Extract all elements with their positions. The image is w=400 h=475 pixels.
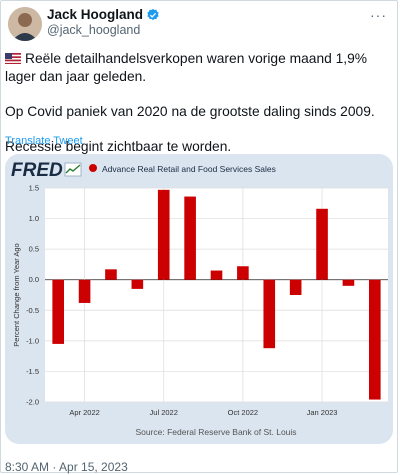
verified-badge-icon — [147, 8, 159, 20]
author-name[interactable]: Jack Hoogland — [47, 7, 144, 22]
bar-2022-04 — [78, 279, 91, 303]
bar-2023-02 — [342, 279, 355, 286]
y-tick-label: 1.0 — [29, 214, 39, 223]
tweet-paragraph-3: Recessie begint zichtbaar te worden. — [5, 139, 232, 154]
y-axis-label: Percent Change from Year Ago — [12, 243, 21, 346]
y-tick-label: -1.5 — [26, 367, 39, 376]
tweet-timestamp[interactable]: 8:30 AM · Apr 15, 2023 — [5, 460, 128, 474]
y-tick-label: -1.0 — [26, 336, 39, 345]
bar-2022-10 — [237, 266, 249, 280]
fred-chart: FRED Advance Real Retail and Food Servic… — [11, 160, 388, 437]
author-name-row[interactable]: Jack Hoogland — [47, 7, 160, 22]
translate-tweet-link[interactable]: Translate Tweet — [5, 135, 83, 147]
bar-2022-11 — [263, 279, 276, 349]
tweet-paragraph-1: Reële detailhandelsverkopen waren vorige… — [5, 50, 393, 86]
bar-2022-06 — [131, 279, 144, 289]
chart-image[interactable]: FRED Advance Real Retail and Food Servic… — [5, 154, 393, 444]
tweet-paragraph-1-text: Reële detailhandelsverkopen waren vorige… — [5, 51, 368, 84]
avatar-image — [8, 7, 42, 41]
us-flag-icon — [5, 53, 21, 64]
tweet-paragraph-2: Op Covid paniek van 2020 na de grootste … — [5, 104, 375, 119]
avatar[interactable] — [8, 7, 42, 41]
bar-2022-12 — [289, 279, 302, 295]
bar-2022-07 — [157, 189, 170, 280]
author-handle[interactable]: @jack_hoogland — [47, 23, 141, 37]
fred-logo-graph-icon — [64, 162, 82, 177]
x-tick-label: Jul 2022 — [150, 408, 178, 417]
tweet-text: Reële detailhandelsverkopen waren vorige… — [5, 50, 393, 156]
fred-logo-text: FRED — [11, 160, 63, 181]
legend-label: Advance Real Retail and Food Services Sa… — [102, 164, 276, 174]
y-tick-label: 0.5 — [29, 245, 39, 254]
plot-area — [45, 188, 388, 402]
bar-2022-05 — [105, 269, 117, 280]
bar-2023-01 — [316, 208, 328, 280]
x-tick-label: Jan 2023 — [307, 408, 338, 417]
y-tick-label: 1.5 — [29, 184, 39, 193]
x-tick-label: Oct 2022 — [228, 408, 258, 417]
y-tick-label: -0.5 — [26, 306, 39, 315]
x-tick-label: Apr 2022 — [69, 408, 99, 417]
bar-2023-03 — [369, 279, 381, 400]
y-tick-label: 0.0 — [29, 275, 39, 284]
legend-swatch — [89, 164, 97, 172]
chart-source: Source: Federal Reserve Bank of St. Loui… — [135, 427, 296, 437]
more-icon[interactable]: ··· — [370, 7, 387, 23]
y-tick-label: -2.0 — [26, 398, 39, 407]
bar-2022-03 — [52, 279, 64, 344]
bar-2022-08 — [184, 196, 196, 280]
bar-2022-09 — [210, 270, 223, 280]
